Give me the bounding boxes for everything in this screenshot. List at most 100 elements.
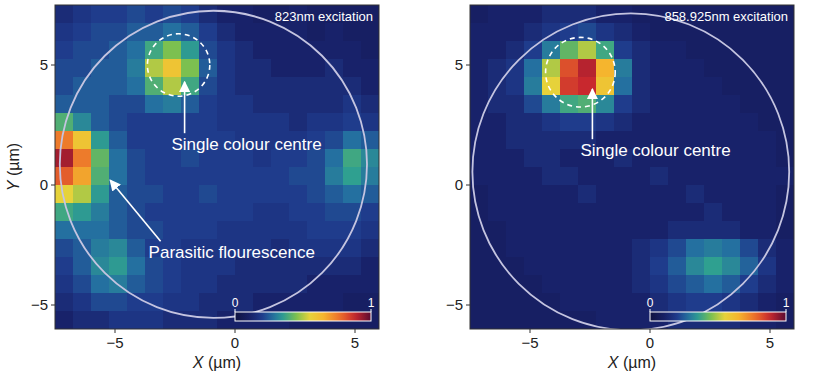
x-tick <box>235 329 236 333</box>
heatmap-cell <box>488 311 507 329</box>
heatmap-cell <box>217 113 236 132</box>
heatmap-cell <box>199 167 218 186</box>
heatmap-cell <box>740 239 759 258</box>
heatmap-cell <box>55 275 74 294</box>
heatmap-cell <box>506 167 525 186</box>
heatmap-cell <box>650 23 669 42</box>
heatmap-cell <box>271 77 290 96</box>
heatmap-cell <box>361 239 379 258</box>
heatmap-cell <box>506 311 525 329</box>
heatmap-cell <box>632 167 651 186</box>
heatmap-cell <box>127 41 146 60</box>
heatmap-cell <box>686 221 705 240</box>
heatmap-cell <box>181 113 200 132</box>
heatmap-cell <box>524 167 543 186</box>
heatmap-cell <box>722 23 741 42</box>
heatmap-cell <box>596 203 615 222</box>
y-tick-label: 5 <box>455 56 463 73</box>
heatmap-cell <box>235 203 254 222</box>
y-tick-label: −5 <box>446 296 463 313</box>
heatmap-cell <box>776 41 794 60</box>
heatmap-cell <box>668 275 687 294</box>
heatmap-cell <box>343 41 362 60</box>
heatmap-cell <box>578 185 597 204</box>
axis-label-unit: (µm) <box>5 143 22 181</box>
heatmap-cell <box>560 185 579 204</box>
heatmap-cell <box>596 95 615 114</box>
heatmap-cell <box>235 275 254 294</box>
heatmap-cell <box>668 257 687 276</box>
annotation-text: Parasitic flourescence <box>149 243 315 262</box>
heatmap-cell <box>470 59 489 78</box>
heatmap-cell <box>470 239 489 258</box>
heatmap-cell <box>199 5 218 24</box>
heatmap-cell <box>524 113 543 132</box>
heatmap-cell <box>127 239 146 258</box>
heatmap-cell <box>560 221 579 240</box>
heatmap-cell <box>704 203 723 222</box>
heatmap-cell <box>271 167 290 186</box>
heatmap-cell <box>253 77 272 96</box>
heatmap-cell <box>542 239 561 258</box>
heatmap-cell <box>361 221 379 240</box>
heatmap-cell <box>740 167 759 186</box>
heatmap-cell <box>343 149 362 168</box>
heatmap-cell <box>289 167 308 186</box>
heatmap-cell <box>722 95 741 114</box>
heatmap-cell <box>271 203 290 222</box>
axis-label-unit: (µm) <box>619 354 657 371</box>
heatmap-cell <box>560 275 579 294</box>
heatmap-cell <box>614 257 633 276</box>
annotation-arrow <box>184 82 186 133</box>
y-tick-label: −5 <box>31 296 48 313</box>
heatmap-cell <box>109 185 128 204</box>
heatmap-cell <box>704 167 723 186</box>
heatmap-cell <box>325 293 344 312</box>
heatmap-cell <box>740 257 759 276</box>
heatmap-cell <box>163 59 182 78</box>
heatmap-cell <box>596 239 615 258</box>
heatmap-cell <box>325 41 344 60</box>
highlight-circle <box>147 34 209 96</box>
heatmap-cell <box>289 221 308 240</box>
heatmap-cell <box>91 275 110 294</box>
heatmap-cell <box>614 113 633 132</box>
heatmap-cell <box>253 293 272 312</box>
heatmap-cell <box>506 275 525 294</box>
heatmap-cell <box>289 59 308 78</box>
heatmap-cell <box>307 113 326 132</box>
heatmap-cell <box>470 275 489 294</box>
heatmap-cell <box>73 203 92 222</box>
heatmap-cell <box>253 41 272 60</box>
heatmap-cell <box>343 275 362 294</box>
heatmap-cell <box>109 95 128 114</box>
heatmap-cell <box>163 113 182 132</box>
heatmap-cell <box>289 95 308 114</box>
heatmap-cell <box>235 185 254 204</box>
heatmap-cell <box>181 95 200 114</box>
heatmap-cell <box>758 257 777 276</box>
heatmap-cell <box>560 41 579 60</box>
heatmap-cell <box>253 221 272 240</box>
heatmap-cell <box>542 149 561 168</box>
heatmap-cell <box>199 221 218 240</box>
annotation-arrow <box>110 180 160 241</box>
heatmap-cell <box>686 167 705 186</box>
heatmap-cell <box>271 275 290 294</box>
heatmap-cell <box>217 311 236 329</box>
heatmap-cell <box>704 221 723 240</box>
heatmap-cell <box>668 59 687 78</box>
heatmap-cell <box>578 221 597 240</box>
core-circle <box>60 11 367 318</box>
heatmap-cell <box>235 23 254 42</box>
heatmap-cell <box>758 293 777 312</box>
heatmap-cell <box>560 95 579 114</box>
heatmap-cell <box>740 149 759 168</box>
heatmap-cell <box>632 23 651 42</box>
heatmap-cell <box>163 203 182 222</box>
highlight-circle <box>546 37 616 107</box>
x-tick <box>770 329 771 333</box>
heatmap-cell <box>127 95 146 114</box>
heatmap-cell <box>668 113 687 132</box>
heatmap-cell <box>722 239 741 258</box>
